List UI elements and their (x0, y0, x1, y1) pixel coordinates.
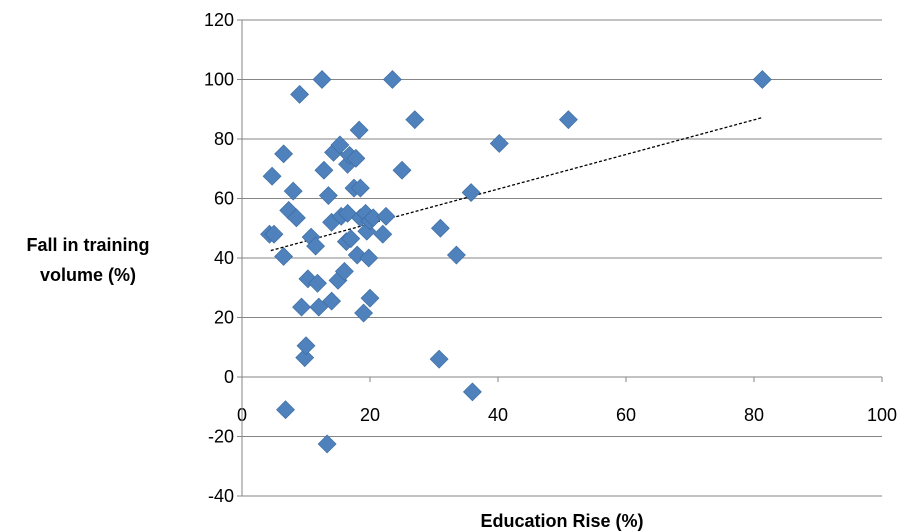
data-point (446, 245, 466, 265)
data-point (429, 349, 449, 369)
data-point (318, 186, 338, 205)
y-tick-label: 60 (214, 189, 234, 209)
data-point (306, 236, 326, 256)
data-point (290, 84, 310, 104)
y-tick-label: 0 (224, 367, 234, 387)
data-point (308, 273, 327, 293)
y-tick-label: 80 (214, 129, 234, 149)
x-tick-label: 40 (488, 405, 508, 425)
y-axis-title-line-2: volume (%) (40, 265, 136, 285)
data-point (295, 348, 315, 368)
data-point (392, 160, 412, 180)
data-point (349, 120, 369, 140)
axis-titles: Education Rise (%) Fall in training volu… (26, 235, 643, 531)
data-point (405, 110, 425, 130)
data-point (330, 135, 350, 155)
y-axis: -40 -20 0 20 40 60 80 100 120 (204, 10, 243, 506)
data-point (360, 288, 380, 308)
data-point (346, 148, 366, 168)
y-tick-label: -20 (208, 427, 234, 447)
data-point (312, 70, 332, 89)
data-point (341, 229, 361, 249)
y-tick-label: 100 (204, 70, 234, 90)
x-axis: 0 20 40 60 80 100 (237, 376, 897, 425)
data-point (264, 224, 284, 244)
y-axis-title-line-1: Fall in training (26, 235, 149, 255)
trendline (270, 116, 763, 252)
data-point (489, 134, 509, 153)
y-tick-label: -40 (208, 486, 234, 506)
data-point (359, 248, 379, 268)
data-point (461, 183, 481, 202)
data-point (274, 144, 294, 164)
data-point (376, 206, 396, 226)
data-point (430, 218, 450, 238)
trendline-path (270, 116, 763, 252)
data-point (462, 382, 482, 402)
data-point (350, 178, 370, 198)
data-point (286, 208, 306, 228)
x-tick-label: 100 (867, 405, 897, 425)
data-point (274, 247, 294, 266)
data-point (373, 224, 393, 244)
data-point (276, 400, 295, 420)
data-point (314, 160, 334, 180)
gridlines (242, 19, 882, 497)
data-point (283, 181, 303, 201)
data-point (334, 261, 354, 281)
y-tick-label: 40 (214, 248, 234, 268)
data-point (317, 434, 337, 454)
x-tick-label: 80 (744, 405, 764, 425)
y-tick-label: 120 (204, 10, 234, 30)
data-point (382, 70, 402, 89)
data-point (752, 70, 772, 89)
x-axis-title: Education Rise (%) (480, 511, 643, 531)
x-tick-label: 20 (360, 405, 380, 425)
data-point (262, 166, 282, 186)
data-point (296, 336, 316, 356)
x-tick-label: 60 (616, 405, 636, 425)
data-point (292, 297, 311, 317)
data-point (558, 110, 578, 130)
data-point (322, 291, 342, 311)
y-tick-label: 20 (214, 308, 234, 328)
data-point (309, 297, 329, 317)
data-point (354, 303, 374, 323)
data-points (260, 70, 772, 454)
